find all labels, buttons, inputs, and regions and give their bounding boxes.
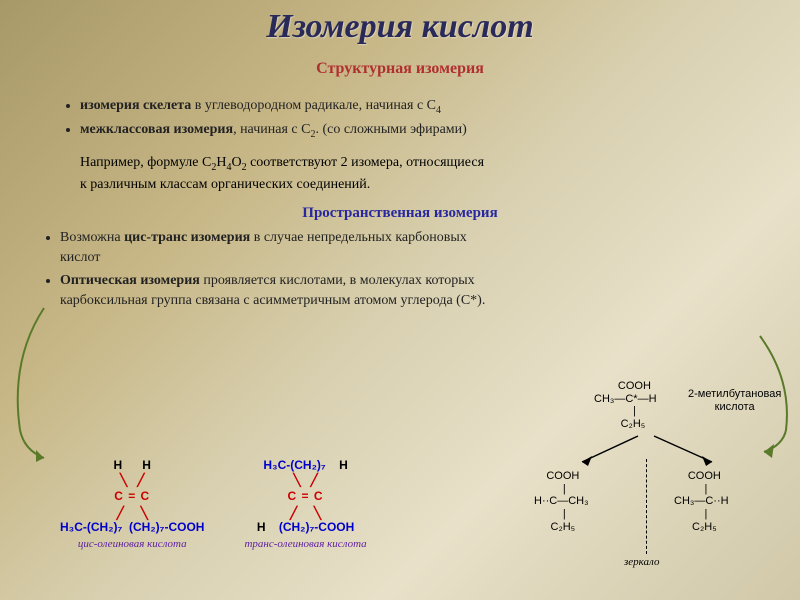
- ex1d: соответствуют 2 изомера, относящиеся: [247, 155, 484, 170]
- cis-bl: H₃C-(CH₂)₇: [60, 520, 122, 534]
- b1-sub: 4: [436, 105, 441, 116]
- tr-tl: H₃C-(CH₂)₇: [263, 458, 325, 472]
- ex1c: O: [231, 155, 241, 170]
- structural-bullets: изомерия скелета в углеводородном радика…: [60, 96, 760, 143]
- b1-bold: изомерия скелета: [80, 98, 191, 113]
- optical-top-label: 2-метилбутановаякислота: [688, 388, 781, 413]
- split-arrows-icon: [568, 432, 728, 468]
- tr-mid: C = C: [244, 489, 366, 503]
- b3a: Возможна: [60, 230, 124, 245]
- mirror-line-icon: [646, 459, 647, 554]
- page-title: Изомерия кислот: [0, 0, 800, 46]
- cis-molecule: H H ╲ ╱ C = C ╱ ╲ H₃C-(CH₂)₇ (CH₂)₇-COOH…: [60, 458, 204, 551]
- spatial-bullets: Возможна цис-транс изомерия в случае неп…: [40, 228, 760, 311]
- optical-right-node: COOH |CH₃—C··H | C₂H₅: [674, 470, 729, 533]
- b4-bold: Оптическая изомерия: [60, 273, 200, 288]
- b4b: карбоксильная группа связана с асимметри…: [60, 293, 485, 308]
- cis-mid: C = C: [60, 489, 204, 503]
- cis-trans-diagram: H H ╲ ╱ C = C ╱ ╲ H₃C-(CH₂)₇ (CH₂)₇-COOH…: [60, 458, 480, 551]
- example-block: Например, формуле C2H4O2 соответствуют 2…: [80, 153, 800, 196]
- tr-bl: H: [257, 520, 266, 534]
- structural-subtitle: Структурная изомерия: [0, 60, 800, 78]
- tr-br: (CH₂)₇-COOH: [279, 520, 354, 534]
- bullet-skeleton: изомерия скелета в углеводородном радика…: [80, 96, 760, 118]
- optical-left-node: COOH |H··C—CH₃ | C₂H₅: [534, 470, 589, 533]
- bullet-interclass: межклассовая изомерия, начиная с C2. (со…: [80, 120, 760, 142]
- mirror-label: зеркало: [624, 556, 659, 568]
- cis-br: (CH₂)₇-COOH: [129, 520, 204, 534]
- b3b: в случае непредельных карбоновых: [250, 230, 467, 245]
- b2-tail: . (со сложными эфирами): [315, 122, 466, 137]
- b2-bold: межклассовая изомерия: [80, 122, 233, 137]
- tr-label: транс-олеиновая кислота: [244, 538, 366, 551]
- optical-top-node: COOHCH₃—C*—H | C₂H₅: [594, 380, 657, 431]
- tr-tr: H: [339, 458, 348, 472]
- bullet-optical: Оптическая изомерия проявляется кислотам…: [60, 271, 760, 312]
- b2-rest: , начиная с C: [233, 122, 310, 137]
- b4a: проявляется кислотами, в молекулах котор…: [200, 273, 475, 288]
- cis-label: цис-олеиновая кислота: [60, 538, 204, 551]
- diagrams-row: H H ╲ ╱ C = C ╱ ╲ H₃C-(CH₂)₇ (CH₂)₇-COOH…: [0, 430, 800, 580]
- optical-diagram: COOHCH₃—C*—H | C₂H₅ 2-метилбутановаякисл…: [508, 384, 788, 574]
- b3c: кислот: [60, 250, 100, 265]
- ex1b: H: [216, 155, 226, 170]
- trans-molecule: H₃C-(CH₂)₇ H ╲ ╱ C = C ╱ ╲ H (CH₂)₇-COOH…: [244, 458, 366, 551]
- b1-rest: в углеводородном радикале, начиная с C: [191, 98, 436, 113]
- b3-bold: цис-транс изомерия: [124, 230, 250, 245]
- spatial-subtitle: Пространственная изомерия: [0, 205, 800, 222]
- ex1a: Например, формуле C: [80, 155, 211, 170]
- bullet-cistrans: Возможна цис-транс изомерия в случае неп…: [60, 228, 760, 269]
- ex2: к различным классам органических соедине…: [80, 177, 370, 192]
